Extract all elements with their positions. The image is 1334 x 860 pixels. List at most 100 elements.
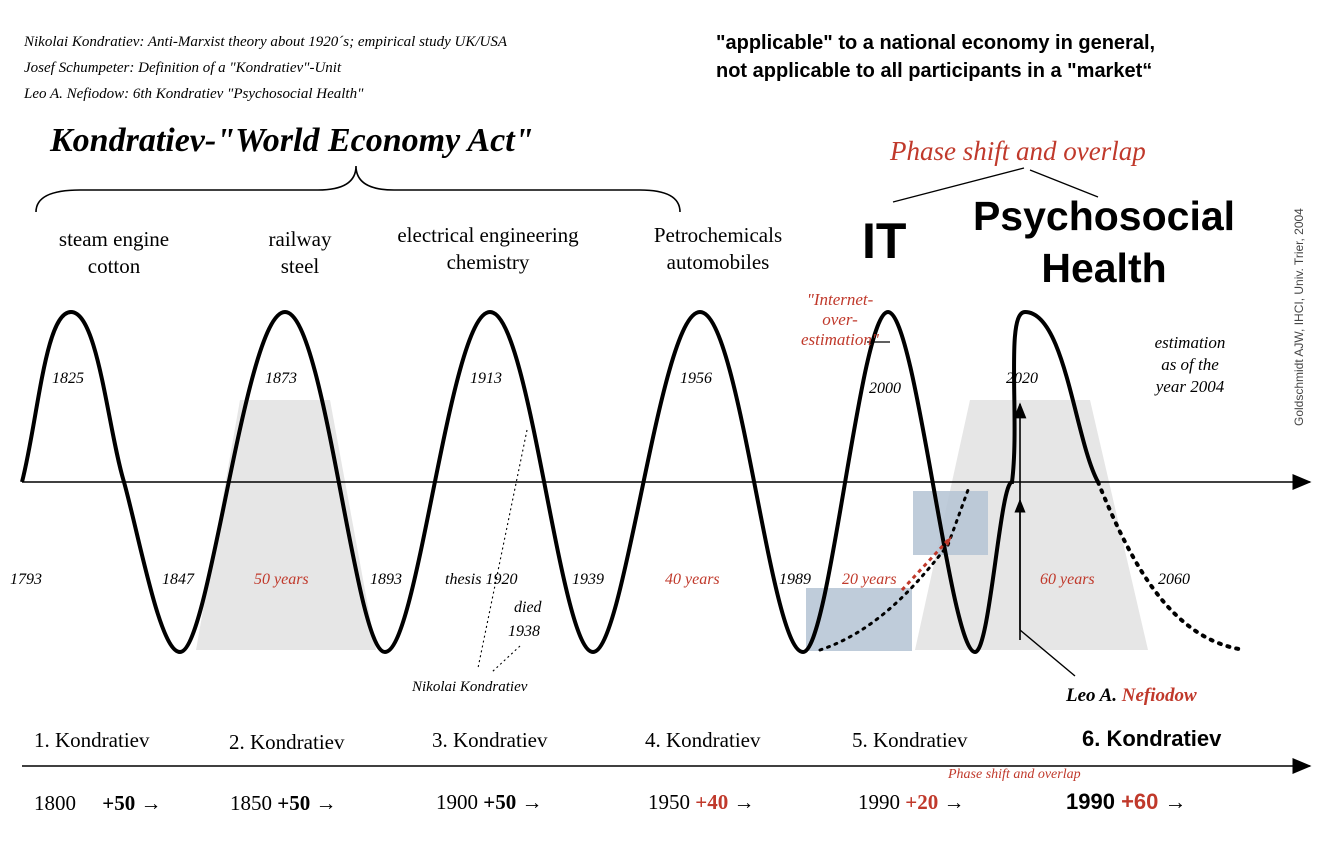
timeline-3: 1900 +50 → — [436, 790, 542, 815]
internet-label-line-3: estimation" — [801, 330, 879, 349]
died-label: died — [514, 599, 542, 616]
phase-shift-line-right — [1029, 169, 1099, 198]
wave-dotted-tail — [1096, 480, 1247, 652]
kondratiev-label-5: 5. Kondratiev — [852, 728, 968, 752]
internet-overestimation-label: "Internet- over- estimation" — [782, 290, 898, 350]
nefiodow-last-name: Nefiodow — [1121, 685, 1197, 706]
trough-year-1893: 1893 — [370, 571, 402, 588]
timeline-2-arrow: → — [315, 791, 337, 815]
timeline-1-arrow: → — [140, 791, 162, 815]
timeline-4: 1950 +40 → — [648, 790, 754, 815]
overlap-box-lower — [806, 588, 912, 651]
wave-1-tech-primary: steam engine — [58, 227, 170, 251]
wave-6-tech-primary: Psychosocial — [972, 193, 1236, 239]
internet-label-line-2: over- — [822, 310, 858, 329]
timeline-5-increment: +20 — [905, 790, 939, 814]
kondratiev-wave — [20, 309, 1100, 655]
peak-year-5: 2000 — [869, 380, 901, 397]
timeline-3-increment: +50 — [483, 790, 517, 814]
timeline-6-start: 1990 — [1066, 789, 1115, 814]
page-title: Kondratiev-"World Economy Act" — [50, 122, 534, 159]
nefiodow-label: Leo A. Nefiodow — [1066, 685, 1197, 707]
kondratiev-label-4: 4. Kondratiev — [645, 728, 761, 752]
scope-line-2: not applicable to all participants in a … — [716, 60, 1153, 82]
duration-50-years: 50 years — [254, 571, 309, 588]
nefiodow-first-name: Leo A. — [1066, 685, 1118, 706]
wave-2-technology: railway steel — [230, 226, 370, 280]
title-brace — [35, 165, 681, 213]
timeline-1-increment: +50 — [102, 791, 136, 815]
duration-20-years: 20 years — [842, 571, 897, 588]
timeline-6: 1990 +60 → — [1066, 789, 1187, 815]
trough-year-2060: 2060 — [1158, 571, 1190, 588]
peak-year-4: 1956 — [680, 370, 712, 387]
phase-shift-small: Phase shift and overlap — [948, 767, 1081, 782]
trough-year-1847: 1847 — [162, 571, 194, 588]
timeline-6-arrow: → — [1164, 789, 1187, 814]
estimation-line-1: estimation — [1154, 333, 1226, 352]
peak-year-6: 2020 — [1006, 370, 1038, 387]
duration-60-years: 60 years — [1040, 571, 1095, 588]
kondratiev-label-3: 3. Kondratiev — [432, 728, 548, 752]
thesis-label: thesis 1920 — [445, 571, 518, 588]
timeline-6-increment: +60 — [1121, 789, 1159, 814]
leader-died — [491, 645, 521, 673]
wave-2-tech-primary: railway — [268, 227, 332, 251]
shade-50-years — [196, 400, 376, 650]
trough-year-1793: 1793 — [10, 571, 42, 588]
estimation-line-3: year 2004 — [1155, 377, 1225, 396]
wave-5-tech-primary: IT — [862, 213, 907, 269]
wave-2-tech-secondary: steel — [280, 254, 320, 278]
kondratiev-name: Nikolai Kondratiev — [412, 679, 528, 695]
wave-3-technology: electrical engineering chemistry — [370, 222, 606, 276]
timeline-2-start: 1850 — [230, 791, 272, 815]
credit-label: Goldschmidt AJW, IHCI, Univ. Trier, 2004 — [1292, 208, 1306, 426]
kondratiev-label-1: 1. Kondratiev — [34, 728, 150, 752]
timeline-2: 1850 +50 → — [230, 791, 336, 816]
wave-4-technology: Petrochemicals automobiles — [630, 222, 806, 276]
note-schumpeter: Josef Schumpeter: Definition of a "Kondr… — [24, 60, 342, 76]
wave-dotted-rise — [818, 488, 970, 652]
peak-year-3: 1913 — [470, 370, 502, 387]
overlap-box-upper — [913, 491, 988, 555]
timeline-5: 1990 +20 → — [858, 790, 964, 815]
wave-6-technology: Psychosocial Health — [954, 190, 1254, 294]
timeline-2-increment: +50 — [277, 791, 311, 815]
note-nefiodow: Leo A. Nefiodow: 6th Kondratiev "Psychos… — [24, 86, 364, 102]
estimation-note: estimation as of the year 2004 — [1136, 332, 1244, 398]
leader-thesis — [477, 429, 528, 669]
arrow-nefiodow — [1019, 629, 1076, 677]
trough-year-1989: 1989 — [779, 571, 811, 588]
internet-label-line-1: "Internet- — [806, 290, 874, 309]
peak-year-2: 1873 — [265, 370, 297, 387]
red-overlap-arrow — [900, 536, 952, 592]
note-kondratiev: Nikolai Kondratiev: Anti-Marxist theory … — [24, 34, 508, 50]
timeline-1: 1800 +50 → — [34, 791, 161, 816]
phase-shift-line-left — [892, 167, 1025, 203]
wave-1-tech-secondary: cotton — [87, 254, 141, 278]
phase-shift-heading: Phase shift and overlap — [890, 136, 1146, 166]
died-year: 1938 — [508, 623, 540, 640]
wave-3-tech-primary: electrical engineering — [397, 223, 579, 247]
timeline-4-increment: +40 — [695, 790, 729, 814]
peak-year-1: 1825 — [52, 370, 84, 387]
trough-year-1939: 1939 — [572, 571, 604, 588]
duration-40-years: 40 years — [665, 571, 720, 588]
timeline-1-start: 1800 — [34, 791, 76, 815]
timeline-4-start: 1950 — [648, 790, 690, 814]
kondratiev-label-6: 6. Kondratiev — [1082, 726, 1222, 751]
timeline-5-arrow: → — [943, 790, 965, 814]
wave-3-tech-secondary: chemistry — [446, 250, 530, 274]
wave-1-technology: steam engine cotton — [34, 226, 194, 280]
timeline-3-arrow: → — [521, 790, 543, 814]
estimation-line-2: as of the — [1161, 355, 1219, 374]
timeline-3-start: 1900 — [436, 790, 478, 814]
wave-6-tech-secondary: Health — [1041, 245, 1167, 291]
scope-line-1: "applicable" to a national economy in ge… — [716, 32, 1156, 54]
wave-4-tech-secondary: automobiles — [666, 250, 770, 274]
kondratiev-label-2: 2. Kondratiev — [229, 730, 345, 754]
timeline-4-arrow: → — [733, 790, 755, 814]
wave-4-tech-primary: Petrochemicals — [653, 223, 783, 247]
